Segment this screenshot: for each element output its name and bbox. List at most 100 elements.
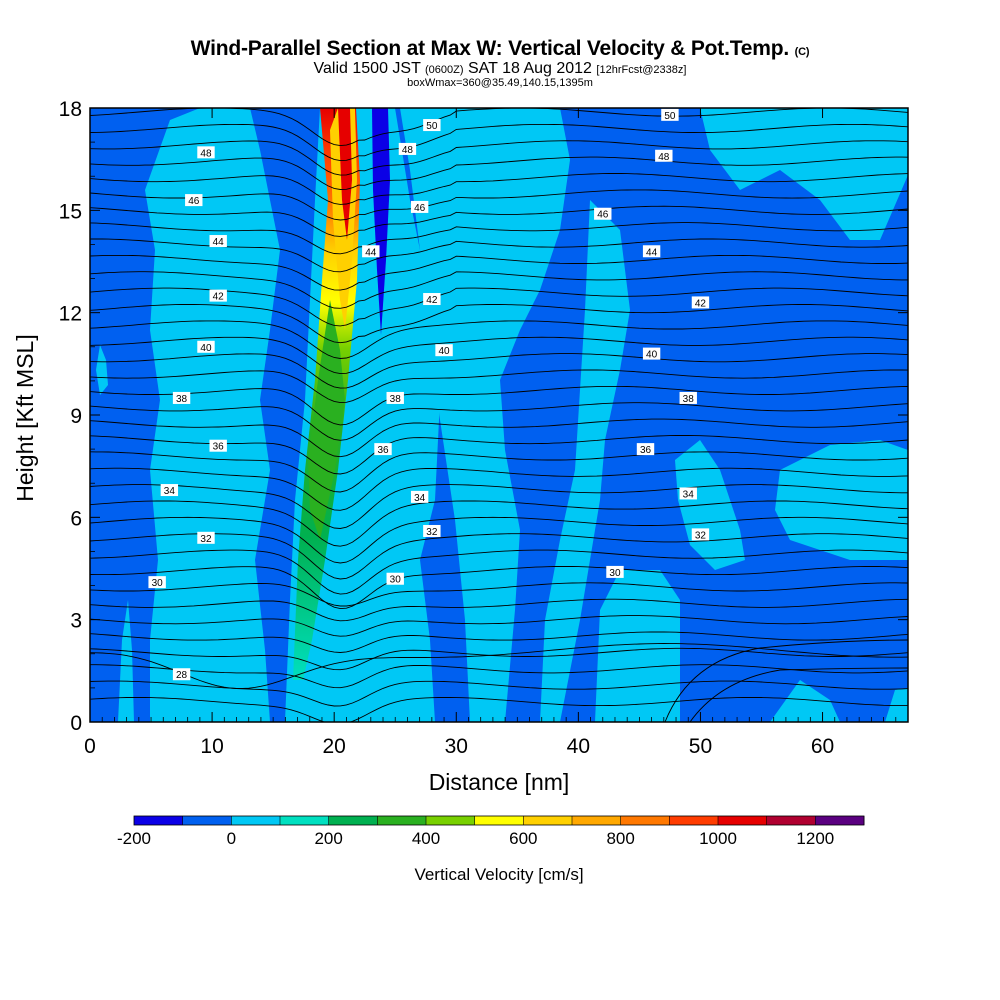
isentrope-label-box xyxy=(209,235,227,248)
isentrope-label: 42 xyxy=(213,292,225,303)
isentrope-label: 44 xyxy=(213,237,225,248)
isentrope-line xyxy=(90,549,908,595)
isentrope-label: 48 xyxy=(402,145,414,156)
isentrope-line xyxy=(90,500,908,547)
isentrope-label: 42 xyxy=(695,298,707,309)
isentrope-label: 48 xyxy=(200,148,212,159)
isentrope-label: 48 xyxy=(658,152,670,163)
isentrope-line xyxy=(90,123,908,162)
isentrope-label: 38 xyxy=(176,394,188,405)
isentrope-label-box xyxy=(172,391,191,404)
isentrope-line xyxy=(90,516,908,564)
isentrope-line xyxy=(90,451,908,493)
chart-box-info: boxWmax=360@35.49,140.15,1395m xyxy=(407,77,593,89)
isentrope-line xyxy=(90,533,908,580)
isentrope-line xyxy=(90,222,908,255)
isentrope-label: 28 xyxy=(176,670,188,681)
isentrope-line xyxy=(90,320,908,359)
isentrope-label-box xyxy=(435,344,453,357)
isentrope-label: 50 xyxy=(664,111,676,122)
y-tick-label: 12 xyxy=(59,303,82,326)
isentrope-label: 34 xyxy=(164,486,176,497)
isentrope-line xyxy=(90,369,908,404)
colorbar-tick-label: -200 xyxy=(117,829,151,848)
downdraft-core xyxy=(372,108,390,335)
isentrope-label-box xyxy=(423,524,441,537)
updraft-peak-fill xyxy=(338,108,352,240)
colorbar-tick-label: 200 xyxy=(314,829,342,848)
isentrope-label-box xyxy=(386,391,404,404)
x-tick-label: 0 xyxy=(84,735,96,758)
isentrope-label: 34 xyxy=(683,489,695,500)
isentrope-label: 40 xyxy=(200,343,212,354)
isentrope-label-box xyxy=(209,289,227,302)
colorbar-tick-label: 1200 xyxy=(796,829,834,848)
x-tick-label: 50 xyxy=(689,735,712,758)
colorbar-swatch xyxy=(231,816,281,825)
isentrope-line xyxy=(90,664,908,689)
isentrope-label-box xyxy=(374,443,392,456)
isentrope-line xyxy=(90,418,908,458)
isentrope-label-box xyxy=(423,293,441,306)
isentrope-label: 38 xyxy=(390,394,402,405)
isentrope-label: 44 xyxy=(365,247,377,258)
isentrope-line xyxy=(90,696,908,722)
weak-updraft-region-surface-2 xyxy=(770,680,840,722)
isentrope-label-box xyxy=(594,207,612,220)
colorbar-tick-label: 800 xyxy=(606,829,634,848)
isentrope-label-box xyxy=(691,528,710,541)
isentrope-label: 42 xyxy=(426,295,438,306)
y-axis-label: Height [Kft MSL] xyxy=(12,334,38,501)
colorbar-swatch xyxy=(523,816,573,825)
colorbar-tick-label: 0 xyxy=(227,829,236,848)
y-tick-label: 15 xyxy=(59,200,82,223)
isentrope-line xyxy=(90,189,908,221)
colorbar-swatch xyxy=(426,816,476,825)
isentrope-line xyxy=(90,566,908,610)
isentrope-label-box xyxy=(160,484,179,497)
isentrope-label-box xyxy=(209,439,227,452)
isentrope-label-box xyxy=(386,572,404,585)
isentrope-label: 38 xyxy=(683,394,695,405)
colorbar-swatch xyxy=(572,816,622,825)
colorbar-swatch xyxy=(766,816,816,825)
colorbar-tick-label: 1000 xyxy=(699,829,737,848)
isentrope-label: 32 xyxy=(426,527,438,538)
isentrope-label-box xyxy=(642,347,661,360)
colorbar-swatch xyxy=(134,816,184,825)
chart-title: Wind-Parallel Section at Max W: Vertical… xyxy=(190,37,810,60)
isentrope-line xyxy=(90,582,908,607)
weak-updraft-region-plume xyxy=(540,200,630,722)
isentrope-label-box xyxy=(148,576,166,589)
colorbar-swatch xyxy=(620,816,670,825)
weak-updraft-region-upper-west xyxy=(205,200,270,300)
isentrope-label: 46 xyxy=(414,203,426,214)
x-tick-label: 60 xyxy=(811,735,834,758)
isentrope-line-east-low xyxy=(664,639,908,722)
isentrope-line xyxy=(90,598,908,622)
isentrope-line-east-low-2 xyxy=(689,667,908,722)
isentrope-line xyxy=(90,353,908,389)
isentrope-label-box xyxy=(423,119,441,132)
isentrope-label-box xyxy=(679,487,697,500)
colorbar-swatch xyxy=(669,816,719,825)
isentrope-label-box xyxy=(185,194,203,207)
isentrope-line xyxy=(90,402,908,441)
isentrope-label: 46 xyxy=(597,210,609,221)
isentrope-label-box xyxy=(606,565,624,578)
isentrope-line xyxy=(90,304,908,344)
isentrope-label: 30 xyxy=(152,578,164,589)
isentrope-lines xyxy=(90,108,908,722)
colorbar-swatch xyxy=(182,816,232,825)
isentrope-label: 40 xyxy=(646,350,658,361)
colorbar-tick-label: 400 xyxy=(412,829,440,848)
isentrope-label-box xyxy=(410,200,429,213)
y-tick-label: 6 xyxy=(70,507,82,530)
isentrope-label: 30 xyxy=(609,568,621,579)
colorbar-swatch xyxy=(718,816,768,825)
isentrope-label-box xyxy=(661,108,679,121)
colorbar-swatch xyxy=(280,816,330,825)
x-tick-label: 40 xyxy=(567,735,590,758)
